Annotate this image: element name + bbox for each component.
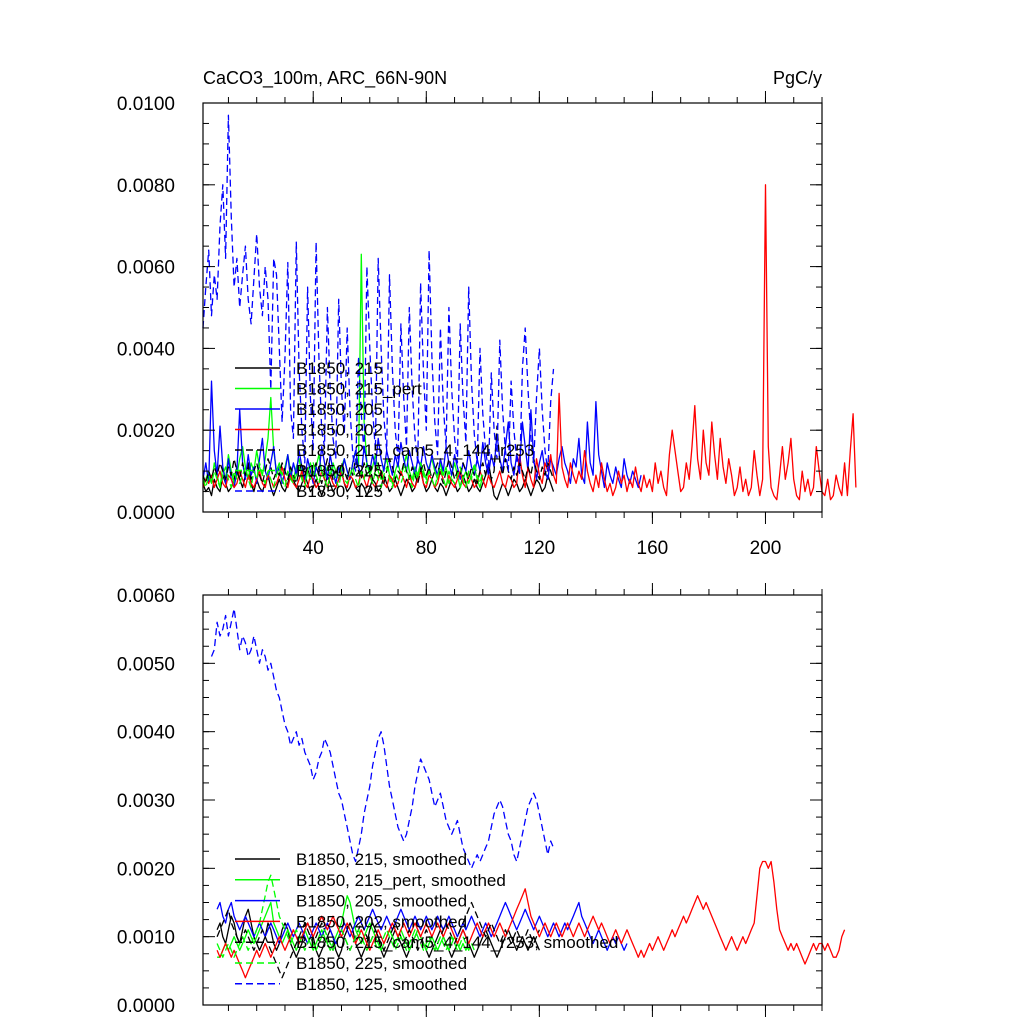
y-tick-label: 0.0000 (117, 996, 175, 1017)
legend-label: B1850, 202, smoothed (296, 912, 467, 931)
y-tick-label: 0.0000 (117, 503, 175, 524)
x-tick-label: 200 (750, 538, 782, 559)
top-axis-ticks: 0.0000 0.0020 0.0040 0.0060 0.0080 0.0100 40 80… (117, 91, 823, 559)
legend-label: B1850, 202 (296, 421, 383, 440)
legend-label: B1850, 215_cam5_4_144_r253, smoothed (296, 933, 618, 952)
legend-label: B1850, 215_pert (296, 380, 422, 399)
legend-label: B1850, 125, smoothed (296, 975, 467, 994)
y-tick-label: 0.0020 (117, 859, 175, 880)
bottom-series-group (210, 608, 846, 979)
legend-label: B1850, 225 (296, 462, 383, 481)
legend-label: B1850, 215, smoothed (296, 850, 467, 869)
series-line-7 (202, 114, 555, 476)
bottom-panel: 0.0000 0.0010 0.0020 0.0030 0.0040 0.0050 0.00… (117, 583, 846, 1017)
y-tick-label: 0.0010 (117, 928, 175, 949)
series-line-7 (210, 608, 555, 869)
x-tick-label: 120 (524, 538, 556, 559)
y-tick-label: 0.0040 (117, 723, 175, 744)
y-tick-label: 0.0060 (117, 258, 175, 279)
y-tick-label: 0.0020 (117, 421, 175, 442)
series-line-1 (202, 462, 555, 501)
series-line-3 (202, 380, 642, 489)
series-line-4 (202, 184, 857, 501)
series-line-6 (202, 462, 484, 489)
y-tick-label: 0.0080 (117, 176, 175, 197)
x-tick-label: 40 (303, 538, 324, 559)
top-panel: CaCO3_100m, ARC_66N-90N PgC/y 0.00000.00… (117, 68, 857, 559)
legend-label: B1850, 215_cam5_4_144_r253 (296, 441, 534, 460)
x-tick-label: 160 (637, 538, 669, 559)
top-plot-frame (202, 102, 823, 513)
y-tick-label: 0.0030 (117, 791, 175, 812)
chart-units: PgC/y (773, 68, 822, 88)
legend-label: B1850, 225, smoothed (296, 954, 467, 973)
bottom-plot-frame (202, 594, 823, 1006)
series-line-2 (217, 895, 470, 958)
bottom-axis-ticks: 0.0000 0.0010 0.0020 0.0030 0.0040 0.0050 0.00… (117, 583, 823, 1017)
y-tick-label: 0.0100 (117, 94, 175, 115)
y-tick-label: 0.0060 (117, 586, 175, 607)
series-line-3 (216, 901, 628, 951)
legend-label: B1850, 125 (296, 482, 383, 501)
chart-title: CaCO3_100m, ARC_66N-90N (203, 68, 447, 89)
legend-label: B1850, 215_pert, smoothed (296, 871, 506, 890)
y-tick-label: 0.0040 (117, 339, 175, 360)
series-line-4 (216, 860, 846, 979)
bottom-legend: B1850, 215, smoothed B1850, 215_pert, smo… (235, 850, 618, 994)
legend-label: B1850, 215 (296, 359, 383, 378)
series-line-5 (202, 425, 555, 485)
legend-label: B1850, 205, smoothed (296, 892, 467, 911)
series-line-5 (216, 901, 540, 979)
y-tick-label: 0.0050 (117, 654, 175, 675)
x-tick-label: 80 (416, 538, 437, 559)
legend-label: B1850, 205 (296, 400, 383, 419)
